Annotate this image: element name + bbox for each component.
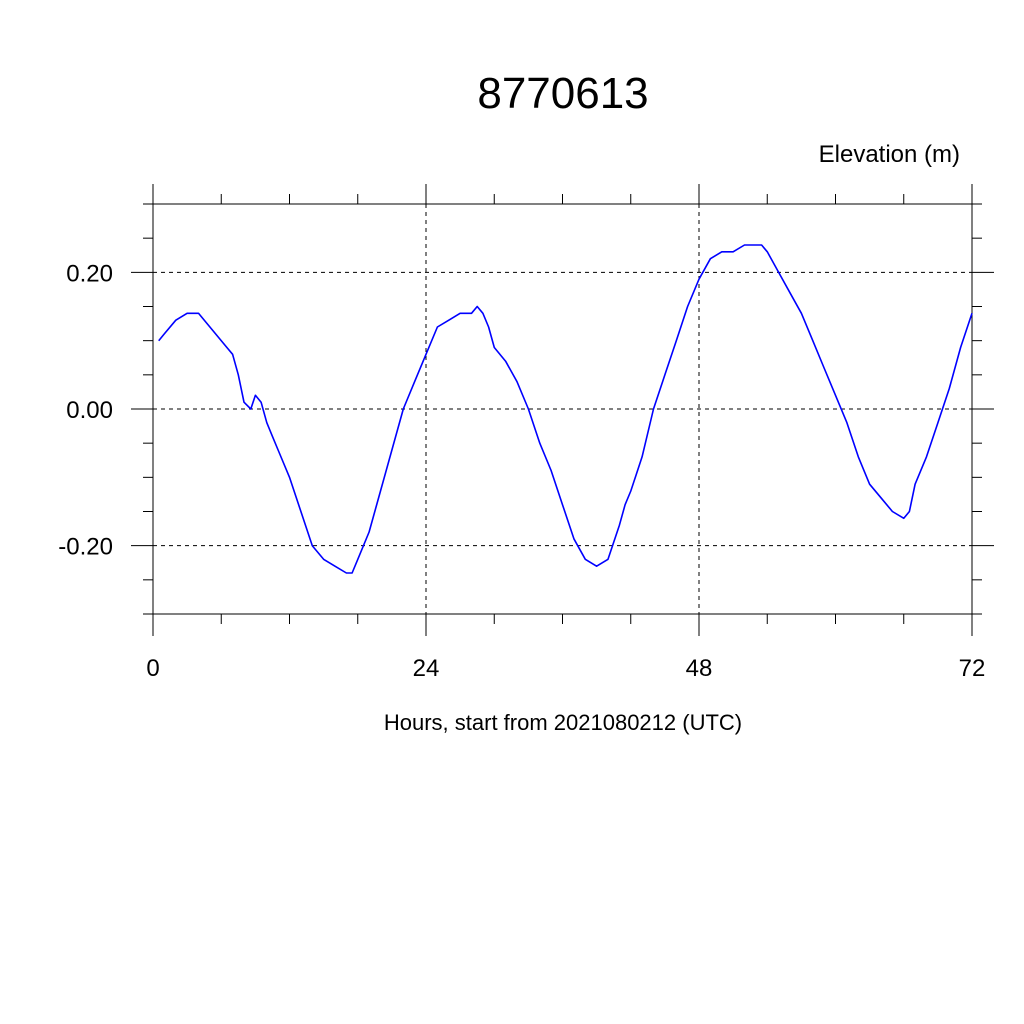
y-tick-label: 0.20 — [66, 260, 113, 287]
series-line — [158, 244, 973, 574]
chart-title: 8770613 — [477, 69, 648, 118]
tick-labels: 0 24 48 72 -0.20 0.00 0.20 — [58, 260, 985, 682]
series-group — [158, 244, 973, 574]
y-tick-label: -0.20 — [58, 534, 113, 561]
y-axis-label: Elevation (m) — [819, 141, 960, 168]
gridlines — [153, 204, 972, 614]
y-tick-label: 0.00 — [66, 397, 113, 424]
x-tick-label: 24 — [413, 655, 440, 682]
tick-marks — [131, 184, 994, 636]
x-tick-label: 48 — [686, 655, 713, 682]
x-tick-label: 72 — [959, 655, 986, 682]
x-tick-label: 0 — [146, 655, 159, 682]
x-axis-label: Hours, start from 2021080212 (UTC) — [384, 710, 742, 735]
